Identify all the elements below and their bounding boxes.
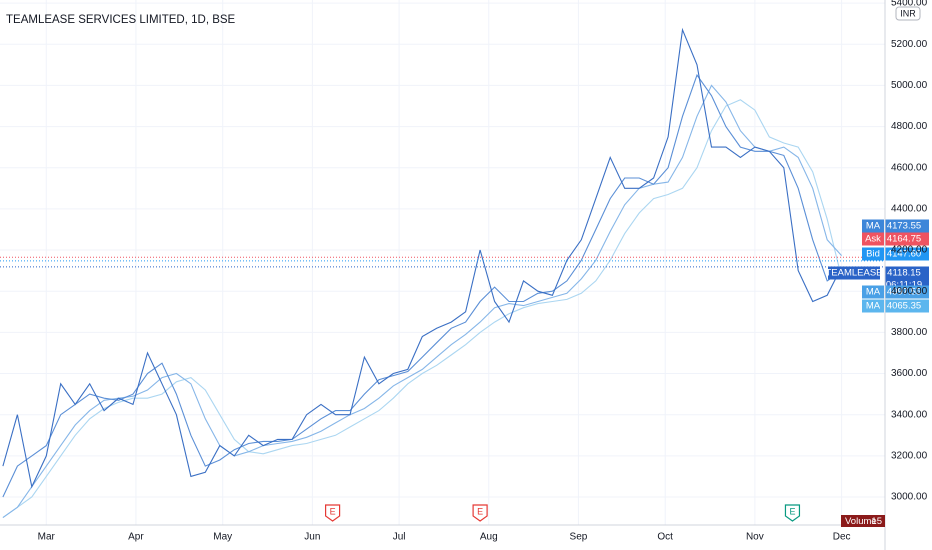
tag-value-box xyxy=(885,247,929,261)
currency-box[interactable] xyxy=(895,6,921,21)
series-line xyxy=(2,84,843,519)
y-tick-label: 4400.00 xyxy=(891,204,928,215)
volume-label: Volume xyxy=(845,516,877,527)
tag-name-box xyxy=(862,247,884,261)
y-tick-label: 5200.00 xyxy=(891,39,928,50)
tag-value: 4118.15 xyxy=(887,268,921,279)
y-tick-label: 4600.00 xyxy=(891,162,928,173)
x-tick-label: May xyxy=(213,532,232,543)
tag-value: 4097.55 xyxy=(887,287,921,298)
tag-value-box xyxy=(885,299,929,313)
event-marker xyxy=(324,504,341,522)
x-tick-label: Dec xyxy=(833,532,851,543)
x-tick-label: Jul xyxy=(393,532,406,543)
tag-value-box xyxy=(885,232,929,246)
x-tick-label: Mar xyxy=(38,532,56,543)
x-tick-label: Jun xyxy=(304,532,320,543)
y-tick-label: 5400.00 xyxy=(891,0,928,9)
event-label: E xyxy=(330,506,336,516)
tag-value: 4147.60 xyxy=(887,249,921,260)
tag-name-box xyxy=(862,232,884,246)
y-tick-label: 3000.00 xyxy=(891,492,928,503)
y-tick-label: 3200.00 xyxy=(891,450,928,461)
y-tick-label: 3600.00 xyxy=(891,368,928,379)
x-tick-label: Aug xyxy=(480,532,498,543)
y-tick-label: 5000.00 xyxy=(891,80,928,91)
x-tick-label: Apr xyxy=(128,532,144,543)
currency: INR xyxy=(900,8,916,18)
tag-name-box xyxy=(828,266,880,280)
tag-name-box xyxy=(862,285,884,299)
overlay: E E E MA 4173.55 Ask 4164.75 Bid 4147.60 TEAMLEAS… xyxy=(0,219,929,522)
y-tick-label: 4000.00 xyxy=(891,286,928,297)
y-tick-label: 4200.00 xyxy=(891,245,928,256)
tag-name: TEAMLEASE xyxy=(825,268,882,279)
event-marker xyxy=(472,504,488,522)
tag-name: Ask xyxy=(865,234,881,245)
lines xyxy=(2,27,843,519)
y-tick-label: 3800.00 xyxy=(891,327,928,338)
series-line xyxy=(2,99,843,519)
event-label: E xyxy=(477,506,483,516)
tag-value: 4164.75 xyxy=(887,234,921,245)
tag-name-box xyxy=(862,299,884,313)
tag-name: Bid xyxy=(866,249,880,260)
countdown: 06:11:19 xyxy=(886,280,922,291)
tag-name-box xyxy=(862,219,884,233)
tag-value: 4173.55 xyxy=(887,221,921,232)
x-tick-label: Oct xyxy=(657,532,673,543)
event-marker xyxy=(784,504,801,522)
x-tick-label: Sep xyxy=(570,532,588,543)
chart-title: TEAMLEASE SERVICES LIMITED, 1D, BSE xyxy=(6,14,236,26)
series-line xyxy=(2,27,843,489)
y-tick-label: 3400.00 xyxy=(891,409,928,420)
x-tick-label: Nov xyxy=(746,532,764,543)
series-line xyxy=(2,73,842,498)
tag-name: MA xyxy=(866,287,881,298)
tag-value: 4065.35 xyxy=(887,301,921,312)
event-label: E xyxy=(789,506,795,516)
tag-name: MA xyxy=(866,221,881,232)
volume-value: 15 xyxy=(871,516,882,527)
tag-value-box xyxy=(885,285,929,299)
tag-value-box xyxy=(885,219,929,233)
grid xyxy=(0,0,885,525)
volume-box xyxy=(841,515,885,527)
y-tick-label: 4800.00 xyxy=(891,121,928,132)
tag-name: MA xyxy=(866,301,881,312)
